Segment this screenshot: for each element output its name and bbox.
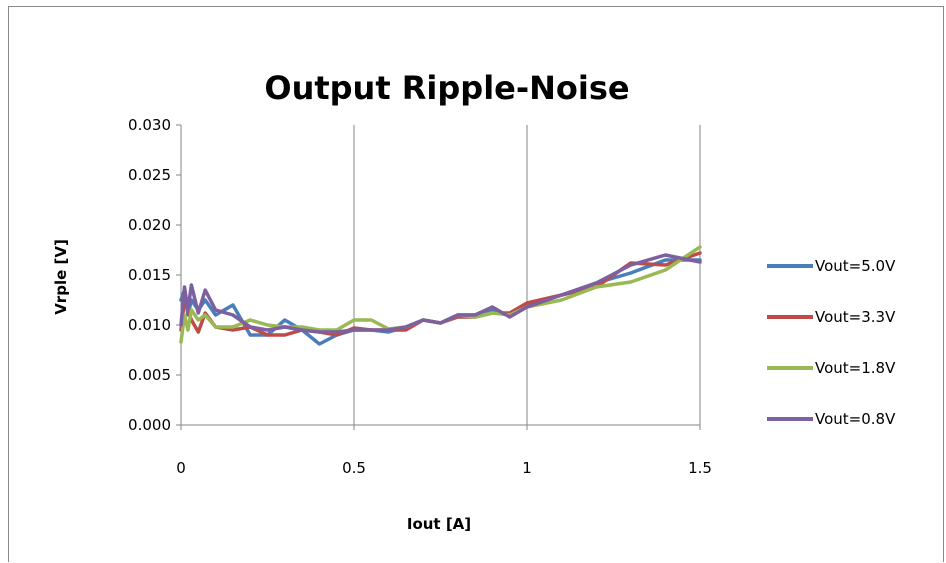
legend-label: Vout=5.0V [815,257,896,275]
y-tick-label: 0.020 [128,216,171,234]
x-tick-label: 0 [176,459,186,477]
y-tick-label: 0.030 [128,116,171,134]
x-tick-label: 1.5 [688,459,712,477]
x-axis-label: Iout [A] [407,515,471,533]
chart-title: Output Ripple-Noise [264,69,629,107]
x-tick-label: 0.5 [342,459,366,477]
y-tick-label: 0.000 [128,416,171,434]
y-tick-label: 0.025 [128,166,171,184]
chart-svg: Output Ripple-Noise 0.000 0.005 0.010 0.015… [52,69,896,533]
y-tick-label: 0.015 [128,266,171,284]
y-axis-label: Vrple [V] [52,239,70,315]
legend-label: Vout=0.8V [815,410,896,428]
plot-area: 0.000 0.005 0.010 0.015 0.020 0.025 0.030 0 0.5 1… [128,116,712,477]
y-tick-label: 0.005 [128,366,171,384]
y-tick-label: 0.010 [128,316,171,334]
series-line-4 [179,253,702,334]
legend-label: Vout=3.3V [815,308,896,326]
x-tick-label: 1 [522,459,532,477]
legend: Vout=5.0V Vout=3.3V Vout=1.8V Vout=0.8V [767,257,896,428]
legend-label: Vout=1.8V [815,359,896,377]
chart-frame: Output Ripple-Noise 0.000 0.005 0.010 0.015… [8,6,944,562]
